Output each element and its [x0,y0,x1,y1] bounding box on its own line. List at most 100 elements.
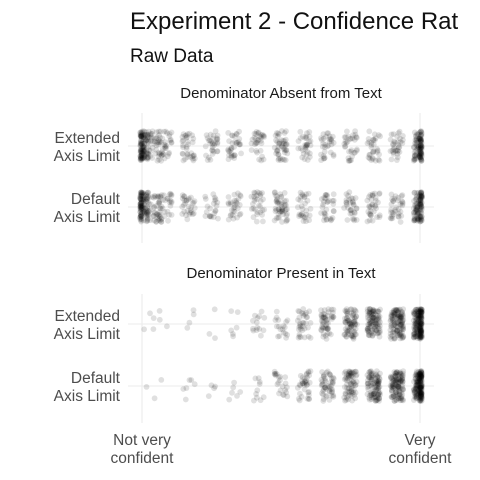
data-point [351,380,358,387]
data-point [139,141,145,148]
data-point [320,135,327,142]
data-point [319,381,325,388]
data-point [418,194,425,201]
data-point [140,208,147,214]
data-point [279,206,285,213]
data-point [346,372,352,379]
data-point [191,205,198,211]
data-point [418,152,425,158]
data-point [137,211,144,218]
data-point [276,155,282,162]
data-point [416,371,423,377]
data-point [156,198,163,205]
data-point [324,325,331,332]
data-point [297,322,303,328]
data-point [350,132,356,139]
data-point [297,128,304,135]
data-point [390,211,397,218]
data-point [375,381,382,388]
data-point [180,157,187,164]
data-point [139,190,145,196]
data-point [237,193,244,200]
data-point [295,204,301,211]
data-point [345,155,352,162]
data-point [412,320,419,326]
data-point [417,196,424,203]
data-point [138,140,145,147]
data-point [411,331,418,337]
data-point [158,157,165,164]
data-point [141,128,148,135]
data-point [298,393,305,400]
data-point [276,140,283,147]
data-point [155,193,161,200]
data-point [346,320,353,327]
data-point [137,214,144,221]
data-point [398,371,405,377]
data-point [344,308,351,315]
data-point [140,151,147,158]
data-point [330,374,336,381]
data-point [327,372,334,379]
data-point [397,370,404,377]
data-point [412,140,418,147]
data-point [410,317,417,324]
data-point [138,197,145,204]
data-point [400,386,407,393]
y-tick-label-line: Axis Limit [54,148,121,165]
data-point [252,190,258,197]
data-point [345,396,351,403]
data-point [253,394,260,401]
data-point [139,147,146,154]
data-point [137,155,144,161]
data-point [284,141,290,148]
data-point [318,151,324,158]
data-point [137,206,144,212]
data-point [394,307,400,313]
data-point [374,330,381,337]
data-point [212,197,218,204]
data-point [411,209,417,216]
data-point [275,151,282,158]
data-point [283,202,289,209]
data-point [274,133,281,140]
data-point [418,308,425,315]
data-point [304,381,310,388]
data-point [414,381,421,388]
data-point [418,375,424,382]
data-point [372,157,379,164]
data-point [144,193,151,200]
data-point [214,148,221,155]
data-point [418,390,425,397]
data-point [395,307,402,314]
data-point [299,378,305,384]
data-point [186,211,193,218]
data-point [418,129,425,136]
data-point [325,383,332,389]
data-point [322,144,328,151]
data-point [250,214,257,221]
data-point [417,205,424,212]
data-point [418,150,425,157]
data-point [141,154,148,161]
data-point [369,370,376,377]
data-point [352,320,359,327]
data-point [139,138,146,145]
data-point [397,318,404,324]
data-point [366,369,373,375]
data-point [391,312,397,319]
data-point [182,156,188,163]
data-point [418,138,425,145]
data-point [166,131,173,137]
data-point [397,335,404,342]
data-point [399,200,406,207]
data-point [142,132,149,139]
data-point [368,320,374,327]
data-point [412,321,419,328]
data-point [300,213,306,220]
data-point [306,372,313,379]
point-group [141,306,425,342]
data-point [390,378,397,384]
data-point [365,383,372,389]
data-point [148,134,155,141]
